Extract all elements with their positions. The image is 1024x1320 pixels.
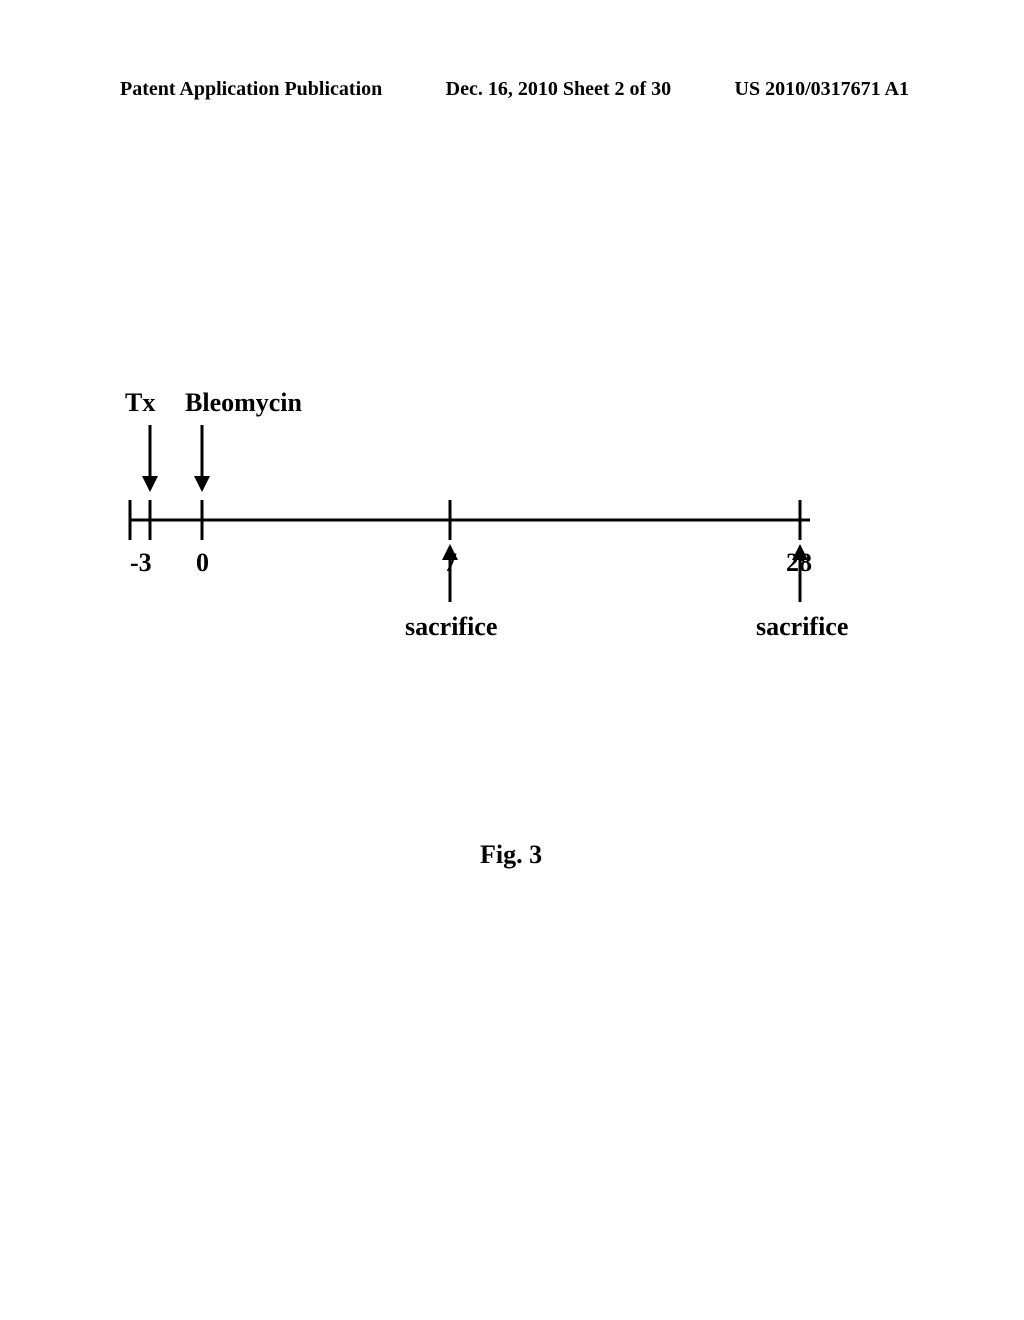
label-tick-neg3: -3 — [130, 548, 152, 578]
label-tick-7: 7 — [444, 548, 457, 578]
label-tick-28: 28 — [786, 548, 812, 578]
label-sacrifice-28: sacrifice — [756, 612, 848, 642]
label-tx: Tx — [125, 388, 155, 418]
timeline-figure: Tx Bleomycin -3 0 7 28 sacrifice sacrifi… — [110, 380, 910, 680]
header-right-text: US 2010/0317671 A1 — [735, 78, 909, 101]
arrow-bleomycin-head — [194, 476, 210, 492]
label-bleomycin: Bleomycin — [185, 388, 302, 418]
header-left-text: Patent Application Publication — [120, 78, 382, 101]
figure-caption: Fig. 3 — [480, 840, 542, 870]
arrow-tx-head — [142, 476, 158, 492]
label-sacrifice-7: sacrifice — [405, 612, 497, 642]
label-tick-0: 0 — [196, 548, 209, 578]
header-center-text: Dec. 16, 2010 Sheet 2 of 30 — [446, 78, 672, 101]
